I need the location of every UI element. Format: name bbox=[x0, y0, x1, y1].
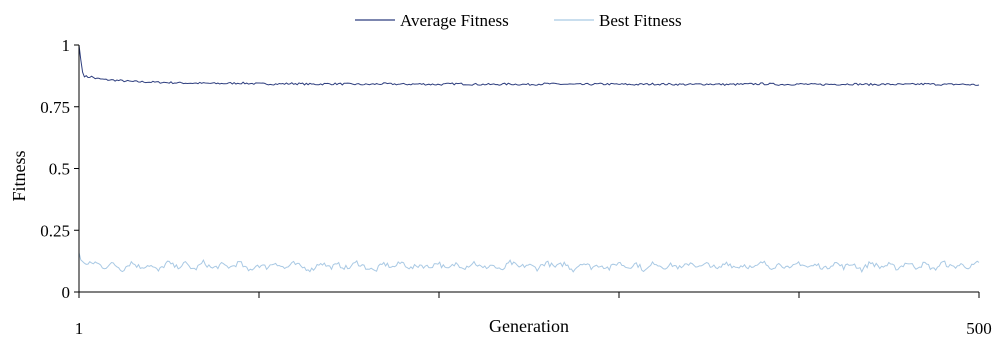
y-tick-label: 0.25 bbox=[40, 221, 70, 240]
axes: 0 0.25 0.5 0.75 1 1 500 bbox=[40, 36, 992, 338]
y-tick-label: 0.5 bbox=[49, 160, 70, 179]
series-line-average-fitness bbox=[78, 44, 980, 87]
plot-area bbox=[78, 44, 980, 274]
x-axis-title: Generation bbox=[489, 316, 569, 336]
series-line-best-fitness bbox=[78, 252, 980, 274]
y-tick-label: 0.75 bbox=[40, 98, 70, 117]
legend: Average Fitness Best Fitness bbox=[355, 11, 682, 30]
y-tick-label: 1 bbox=[62, 36, 71, 55]
legend-label: Average Fitness bbox=[400, 11, 509, 30]
x-tick-label: 500 bbox=[966, 319, 992, 338]
y-axis-title: Fitness bbox=[9, 150, 29, 201]
x-tick-label: 1 bbox=[75, 319, 84, 338]
y-tick-label: 0 bbox=[62, 283, 71, 302]
legend-label: Best Fitness bbox=[599, 11, 682, 30]
